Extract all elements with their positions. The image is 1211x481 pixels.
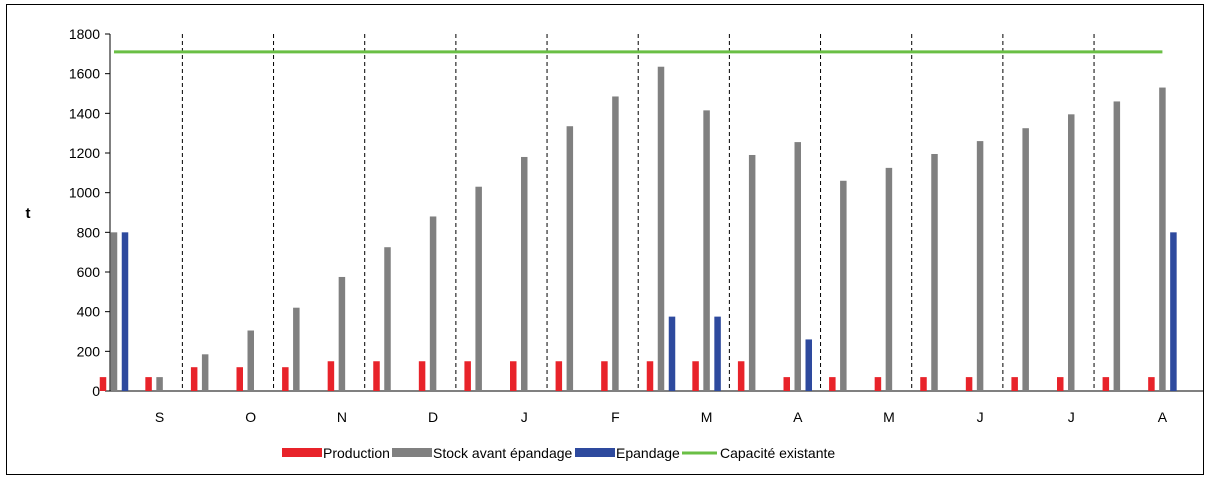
bar-stock-avant-pandage bbox=[521, 156, 528, 391]
x-tick-label: M bbox=[883, 409, 895, 425]
y-tick-label: 200 bbox=[77, 343, 101, 359]
x-tick-label: N bbox=[337, 409, 347, 425]
bar-stock-avant-pandage bbox=[1159, 87, 1166, 392]
bar-epandage bbox=[1170, 232, 1177, 391]
legend-label: Capacité existante bbox=[720, 445, 835, 461]
bar-production bbox=[920, 377, 927, 391]
bar-stock-avant-pandage bbox=[931, 153, 938, 391]
chart-frame: 0 200 400 600 800 1000 1200 1400 1600 1800 t S O N D J… bbox=[6, 4, 1204, 475]
bar-stock-avant-pandage bbox=[885, 167, 893, 391]
bar-production bbox=[236, 367, 243, 391]
y-tick-label: 600 bbox=[77, 264, 101, 280]
bar-epandage bbox=[805, 339, 812, 391]
x-tick-label: J bbox=[1068, 409, 1075, 425]
bar-stock-avant-pandage bbox=[429, 216, 437, 391]
bar-production bbox=[373, 361, 380, 391]
legend-label: Stock avant épandage bbox=[433, 445, 573, 461]
bar-stock-avant-pandage bbox=[657, 66, 665, 391]
bar-production bbox=[1148, 377, 1155, 391]
bar-production bbox=[327, 361, 335, 391]
legend-label: Epandage bbox=[616, 445, 680, 461]
bar-chart: 0 200 400 600 800 1000 1200 1400 1600 1800 t S O N D J… bbox=[26, 26, 1204, 461]
x-tick-label: A bbox=[1158, 409, 1168, 425]
bar-production bbox=[464, 361, 471, 391]
bar-stock-avant-pandage bbox=[201, 354, 209, 391]
bar-production bbox=[1057, 377, 1064, 391]
bar-production bbox=[418, 361, 426, 391]
bar-production bbox=[1102, 377, 1110, 391]
bar-stock-avant-pandage bbox=[1068, 114, 1075, 391]
bar-stock-avant-pandage bbox=[612, 96, 619, 391]
legend-swatch bbox=[392, 448, 432, 457]
x-tick-label: M bbox=[701, 409, 713, 425]
bar-epandage bbox=[668, 316, 676, 391]
bar-production bbox=[555, 361, 563, 391]
y-tick-label: 800 bbox=[77, 224, 101, 240]
bar-stock-avant-pandage bbox=[338, 276, 346, 391]
bar-stock-avant-pandage bbox=[840, 180, 847, 391]
bar-stock-avant-pandage bbox=[475, 186, 482, 391]
bar-epandage bbox=[121, 232, 129, 391]
bar-stock-avant-pandage bbox=[156, 377, 163, 391]
y-tick-label: 1800 bbox=[69, 26, 100, 42]
bar-production bbox=[1011, 377, 1018, 391]
x-tick-label: S bbox=[155, 409, 164, 425]
bar-stock-avant-pandage bbox=[566, 126, 574, 391]
bar-production bbox=[282, 367, 289, 391]
bar-stock-avant-pandage bbox=[1113, 101, 1121, 391]
x-tick-label: J bbox=[977, 409, 984, 425]
x-tick-label: A bbox=[793, 409, 803, 425]
y-tick-label: 1200 bbox=[69, 145, 100, 161]
y-tick-label: 400 bbox=[77, 304, 101, 320]
bar-stock-avant-pandage bbox=[976, 141, 984, 391]
x-tick-label: O bbox=[245, 409, 256, 425]
bar-production bbox=[190, 367, 198, 391]
bar-stock-avant-pandage bbox=[748, 154, 756, 391]
bar-production bbox=[510, 361, 517, 391]
bar-stock-avant-pandage bbox=[703, 110, 710, 391]
bar-production bbox=[99, 377, 107, 391]
legend-label: Production bbox=[323, 445, 390, 461]
bar-production bbox=[829, 377, 836, 391]
bar-production bbox=[692, 361, 699, 391]
y-axis-title: t bbox=[26, 205, 31, 222]
y-tick-label: 1400 bbox=[69, 105, 100, 121]
x-tick-label: F bbox=[611, 409, 620, 425]
bar-production bbox=[965, 377, 973, 391]
bar-stock-avant-pandage bbox=[1022, 128, 1029, 391]
x-tick-label: J bbox=[521, 409, 528, 425]
bar-stock-avant-pandage bbox=[794, 142, 801, 391]
legend-swatch bbox=[282, 448, 322, 457]
bar-stock-avant-pandage bbox=[293, 307, 300, 391]
y-tick-label: 0 bbox=[92, 383, 100, 399]
bar-stock-avant-pandage bbox=[247, 330, 254, 391]
bar-production bbox=[783, 377, 790, 391]
bar-production bbox=[737, 361, 745, 391]
legend-swatch bbox=[575, 448, 615, 457]
x-tick-label: D bbox=[428, 409, 438, 425]
y-tick-label: 1600 bbox=[69, 66, 100, 82]
bar-stock-avant-pandage bbox=[110, 232, 118, 391]
bar-stock-avant-pandage bbox=[384, 247, 391, 391]
bar-production bbox=[874, 377, 882, 391]
y-tick-label: 1000 bbox=[69, 185, 100, 201]
bar-epandage bbox=[714, 316, 721, 391]
bar-production bbox=[646, 361, 654, 391]
bar-production bbox=[145, 377, 152, 391]
bar-production bbox=[601, 361, 608, 391]
